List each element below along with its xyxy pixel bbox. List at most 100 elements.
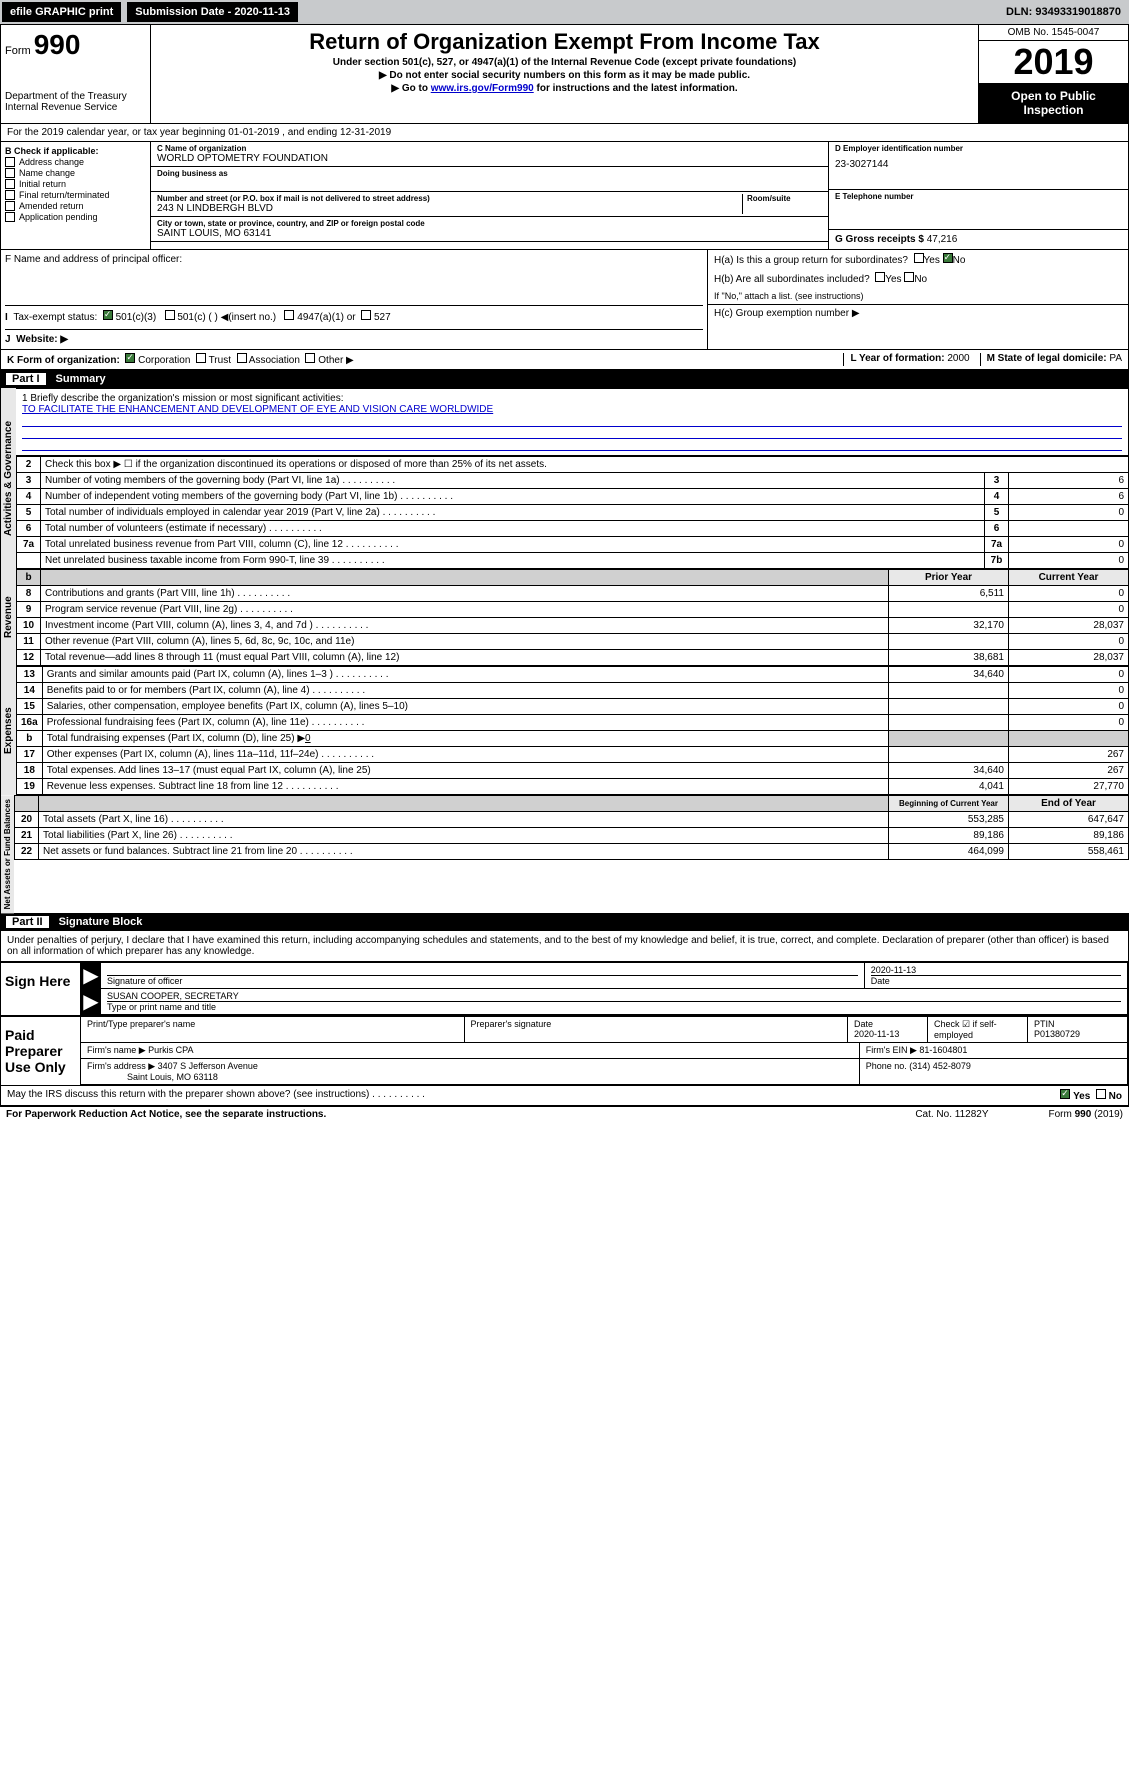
- ein-lbl: D Employer identification number: [835, 144, 1122, 153]
- governance-table: 2Check this box ▶ ☐ if the organization …: [16, 456, 1129, 569]
- arrow-icon: ▶: [81, 989, 101, 1014]
- hb-yes[interactable]: [875, 272, 885, 282]
- arrow-icon: ▶: [81, 963, 101, 988]
- side-na: Net Assets or Fund Balances: [1, 795, 14, 913]
- v7a: 0: [1009, 537, 1129, 553]
- period-row: For the 2019 calendar year, or tax year …: [0, 124, 1129, 142]
- ptin: P01380729: [1034, 1029, 1080, 1039]
- 501c-cb[interactable]: [165, 310, 175, 320]
- name-change-cb[interactable]: [5, 168, 15, 178]
- discuss-no[interactable]: [1096, 1089, 1106, 1099]
- part1-header: Part ISummary: [0, 370, 1129, 388]
- v4: 6: [1009, 489, 1129, 505]
- efile-btn[interactable]: efile GRAPHIC print: [2, 2, 121, 22]
- sign-here-lbl: Sign Here: [1, 963, 81, 1015]
- paid-preparer-section: Paid Preparer Use Only Print/Type prepar…: [0, 1016, 1129, 1086]
- officer-name: SUSAN COOPER, SECRETARY: [107, 991, 1121, 1001]
- discuss-yes[interactable]: [1060, 1089, 1070, 1099]
- dln: DLN: 93493319018870: [1006, 6, 1127, 18]
- org-name-lbl: C Name of organization: [157, 144, 822, 153]
- paid-prep-lbl: Paid Preparer Use Only: [1, 1017, 81, 1085]
- k-row: K Form of organization: Corporation Trus…: [0, 350, 1129, 370]
- side-exp: Expenses: [1, 666, 16, 795]
- state-domicile: PA: [1109, 353, 1122, 364]
- sub2: ▶ Do not enter social security numbers o…: [155, 70, 974, 81]
- v5: 0: [1009, 505, 1129, 521]
- mission-lbl: 1 Briefly describe the organization's mi…: [22, 393, 1122, 404]
- prep-date: 2020-11-13: [854, 1029, 899, 1039]
- hc: H(c) Group exemption number ▶: [708, 304, 1128, 322]
- firm-addr: 3407 S Jefferson Avenue: [158, 1061, 258, 1071]
- 4947-cb[interactable]: [284, 310, 294, 320]
- sub1: Under section 501(c), 527, or 4947(a)(1)…: [155, 57, 974, 68]
- checkif-lbl: B Check if applicable:: [5, 146, 146, 156]
- submission-btn[interactable]: Submission Date - 2020-11-13: [127, 2, 298, 22]
- pending-cb[interactable]: [5, 212, 15, 222]
- section-fhi: F Name and address of principal officer:…: [0, 250, 1129, 350]
- trust-cb[interactable]: [196, 353, 206, 363]
- side-ag: Activities & Governance: [1, 388, 16, 569]
- gross: 47,216: [927, 234, 958, 245]
- ha: H(a) Is this a group return for subordin…: [708, 250, 1128, 269]
- dept: Department of the Treasury Internal Reve…: [5, 91, 146, 113]
- ha-yes[interactable]: [914, 253, 924, 263]
- hb-note: If "No," attach a list. (see instruction…: [708, 288, 1128, 304]
- form-title: Return of Organization Exempt From Incom…: [155, 29, 974, 55]
- expenses-table: 13Grants and similar amounts paid (Part …: [16, 666, 1129, 795]
- org-city: SAINT LOUIS, MO 63141: [157, 228, 822, 239]
- netassets-table: Beginning of Current YearEnd of Year 20T…: [14, 795, 1129, 860]
- revenue-table: bPrior YearCurrent Year 8Contributions a…: [16, 569, 1129, 666]
- cat-no: Cat. No. 11282Y: [915, 1109, 988, 1120]
- perjury: Under penalties of perjury, I declare th…: [0, 931, 1129, 962]
- room-lbl: Room/suite: [747, 194, 822, 203]
- assoc-cb[interactable]: [237, 353, 247, 363]
- v7b: 0: [1009, 553, 1129, 569]
- ha-no[interactable]: [943, 253, 953, 263]
- form-prefix: Form: [5, 45, 31, 57]
- form-number: 990: [34, 29, 81, 60]
- addr-change-cb[interactable]: [5, 157, 15, 167]
- corp-cb[interactable]: [125, 353, 135, 363]
- ein: 23-3027144: [835, 153, 1122, 170]
- omb: OMB No. 1545-0047: [979, 25, 1128, 41]
- gross-lbl: G Gross receipts $: [835, 234, 927, 245]
- initial-cb[interactable]: [5, 179, 15, 189]
- firm-city: Saint Louis, MO 63118: [127, 1072, 218, 1082]
- open-to-public: Open to Public Inspection: [979, 83, 1128, 123]
- topbar: efile GRAPHIC print Submission Date - 20…: [0, 0, 1129, 24]
- dba-lbl: Doing business as: [157, 169, 822, 178]
- firm-ein: 81-1604801: [919, 1045, 967, 1055]
- org-name: WORLD OPTOMETRY FOUNDATION: [157, 153, 822, 164]
- 501c3-cb[interactable]: [103, 310, 113, 320]
- city-lbl: City or town, state or province, country…: [157, 219, 822, 228]
- sub3: ▶ Go to www.irs.gov/Form990 for instruct…: [155, 83, 974, 94]
- status-lbl: Tax-exempt status:: [13, 312, 97, 323]
- mission-text: TO FACILITATE THE ENHANCEMENT AND DEVELO…: [22, 404, 1122, 415]
- firm-phone: (314) 452-8079: [909, 1061, 971, 1071]
- form-header: Form 990 Department of the Treasury Inte…: [0, 24, 1129, 124]
- summary-section: Activities & Governance 1 Briefly descri…: [0, 388, 1129, 569]
- other-cb[interactable]: [305, 353, 315, 363]
- officer-lbl: F Name and address of principal officer:: [5, 254, 703, 265]
- irs-link[interactable]: www.irs.gov/Form990: [431, 83, 534, 94]
- side-rev: Revenue: [1, 569, 16, 666]
- section-b: B Check if applicable: Address change Na…: [0, 142, 1129, 250]
- v3: 6: [1009, 473, 1129, 489]
- sign-date: 2020-11-13: [871, 965, 1121, 975]
- discuss-row: May the IRS discuss this return with the…: [0, 1086, 1129, 1106]
- firm-name: Purkis CPA: [148, 1045, 193, 1055]
- tel-lbl: E Telephone number: [835, 192, 1122, 201]
- form-ref: Form 990 (2019): [1049, 1109, 1123, 1120]
- addr-lbl: Number and street (or P.O. box if mail i…: [157, 194, 742, 203]
- 527-cb[interactable]: [361, 310, 371, 320]
- final-cb[interactable]: [5, 190, 15, 200]
- hb-no[interactable]: [904, 272, 914, 282]
- org-addr: 243 N LINDBERGH BLVD: [157, 203, 742, 214]
- website-lbl: Website: ▶: [16, 334, 68, 345]
- v6: [1009, 521, 1129, 537]
- footer: For Paperwork Reduction Act Notice, see …: [0, 1106, 1129, 1122]
- amended-cb[interactable]: [5, 201, 15, 211]
- year-formation: 2000: [947, 353, 969, 364]
- part2-header: Part IISignature Block: [0, 913, 1129, 931]
- tax-year: 2019: [979, 41, 1128, 83]
